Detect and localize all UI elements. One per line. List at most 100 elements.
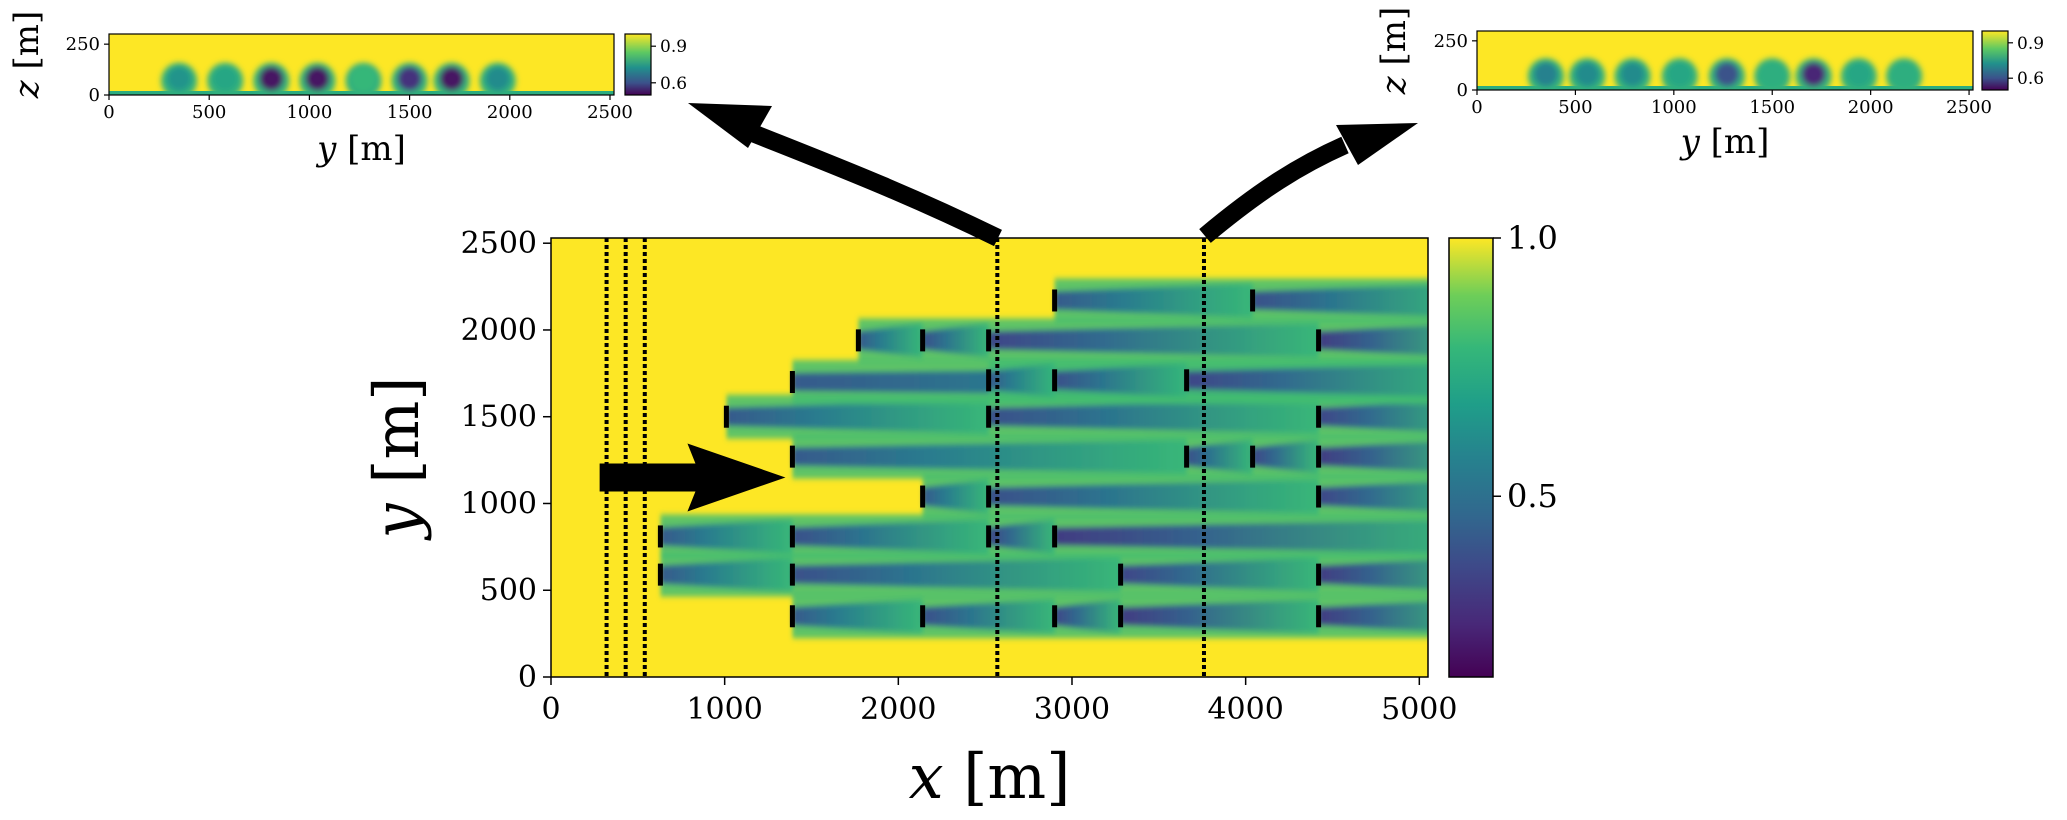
slice-x-tick-label: 1000	[286, 102, 332, 123]
turbine-wake	[1054, 599, 1121, 634]
slice-field	[1477, 31, 1973, 90]
turbine-marker	[1316, 605, 1322, 628]
turbine-wake	[1318, 325, 1428, 356]
wake-core	[305, 66, 330, 91]
turbine-marker	[986, 369, 992, 392]
turbine-marker	[855, 329, 861, 352]
turbine-marker	[1316, 329, 1322, 352]
slice-colorbar-tick-label: 0.6	[660, 74, 687, 94]
turbine-wake	[1318, 601, 1428, 632]
arrow-to-right-slice	[1199, 136, 1349, 243]
turbine-wake	[1318, 559, 1428, 590]
slice-y-tick-label: 250	[1434, 31, 1468, 52]
turbine-marker	[1316, 445, 1322, 468]
velocity-field	[551, 238, 1428, 677]
turbine-wake	[792, 519, 989, 554]
arrow-head-left	[688, 103, 772, 148]
slice-axes-frame	[1476, 30, 1974, 91]
arrow-head-right	[1336, 123, 1418, 165]
x-tick-label: 4000	[1207, 692, 1283, 727]
wake-core	[1620, 62, 1645, 87]
turbine-wake	[988, 479, 1319, 514]
y-tick-label: 1000	[461, 486, 537, 521]
slice-x-tick-label: 1000	[1651, 97, 1697, 118]
slice-x-axis-label: y [m]	[315, 129, 406, 169]
y-tick-label: 1500	[461, 400, 537, 435]
slice-y-tick-label: 0	[89, 85, 100, 106]
y-tick-label: 500	[480, 573, 537, 608]
turbine-marker	[1052, 605, 1058, 628]
turbine-wake	[1120, 599, 1319, 634]
turbine-marker	[1250, 445, 1256, 468]
slice-y-axis-label: z [m]	[7, 11, 47, 100]
slice-colorbar-tick-label: 0.9	[2017, 34, 2044, 54]
turbine-wake	[1120, 557, 1319, 592]
turbine-marker	[1316, 563, 1322, 586]
slice-x-tick-label: 2500	[587, 102, 633, 123]
turbine-marker	[1250, 289, 1256, 312]
turbine-wake	[922, 599, 1055, 634]
slice-y-axis-label: z [m]	[1374, 7, 1414, 96]
slice-x-tick-label: 0	[1471, 97, 1482, 118]
turbine-wake	[922, 323, 989, 358]
turbine-wake	[1318, 441, 1428, 472]
slice-x-tick-label: 2000	[487, 102, 533, 123]
slice-colorbar	[1981, 30, 2009, 91]
wake-layer	[660, 278, 1428, 639]
slice-y-tick-label: 0	[1457, 80, 1468, 101]
slice-x-tick-label: 1500	[387, 102, 433, 123]
turbine-marker	[920, 329, 926, 352]
turbine-wake	[1318, 401, 1428, 432]
x-tick-label: 5000	[1381, 692, 1457, 727]
slice-colorbar-tick-label: 0.9	[660, 37, 687, 57]
wake-core	[1714, 62, 1739, 87]
turbine-marker	[986, 525, 992, 548]
wake-core	[397, 66, 422, 91]
slice-x-tick-label: 500	[1558, 97, 1592, 118]
colorbar	[1448, 237, 1494, 678]
turbine-wake	[792, 439, 1187, 474]
turbine-marker	[789, 525, 795, 548]
pointer-arrows	[688, 103, 1418, 247]
y-tick-label: 2500	[461, 226, 537, 261]
x-tick-label: 0	[541, 692, 560, 727]
turbine-marker	[789, 371, 795, 394]
slice-x-tick-label: 2500	[1946, 97, 1992, 118]
slice-left-panel: 0 500 1000 1500 2000 2500 0 250 y [m] z [m] 0.6 0.9	[7, 11, 687, 169]
wake-core	[1760, 62, 1785, 87]
turbine-wake	[1252, 284, 1428, 316]
slice-x-axis-label: y [m]	[1679, 122, 1770, 162]
wake-core	[485, 66, 510, 91]
turbine-marker	[986, 485, 992, 508]
wake-core	[259, 66, 284, 91]
turbine-wake	[922, 479, 989, 514]
slice-x-tick-label: 0	[103, 102, 114, 123]
y-tick-label: 0	[518, 660, 537, 695]
turbine-marker	[1052, 525, 1058, 548]
turbine-marker	[657, 525, 663, 548]
slice-y-tick-label: 250	[66, 34, 100, 55]
colorbar-tick-label: 1.0	[1507, 219, 1558, 257]
turbine-wake	[988, 323, 1319, 358]
turbine-wake	[1054, 363, 1187, 398]
turbine-wake	[988, 399, 1319, 434]
turbine-marker	[723, 405, 729, 428]
slice-x-tick-label: 500	[192, 102, 226, 123]
turbine-marker	[1052, 289, 1058, 312]
turbine-wake	[858, 323, 923, 358]
turbine-marker	[657, 563, 663, 586]
wind-direction-arrow	[599, 443, 786, 512]
wake-core	[167, 66, 192, 91]
turbine-marker	[920, 605, 926, 628]
wake-disks	[1527, 58, 1923, 90]
wake-core	[439, 66, 464, 91]
turbine-wake	[1186, 364, 1428, 397]
turbine-marker	[986, 405, 992, 428]
wake-core	[1533, 62, 1558, 87]
wake-core	[1667, 62, 1692, 87]
turbine-marker	[1316, 405, 1322, 428]
turbine-marker	[1316, 485, 1322, 508]
turbine-wake	[1252, 439, 1319, 474]
turbine-marker	[789, 445, 795, 468]
